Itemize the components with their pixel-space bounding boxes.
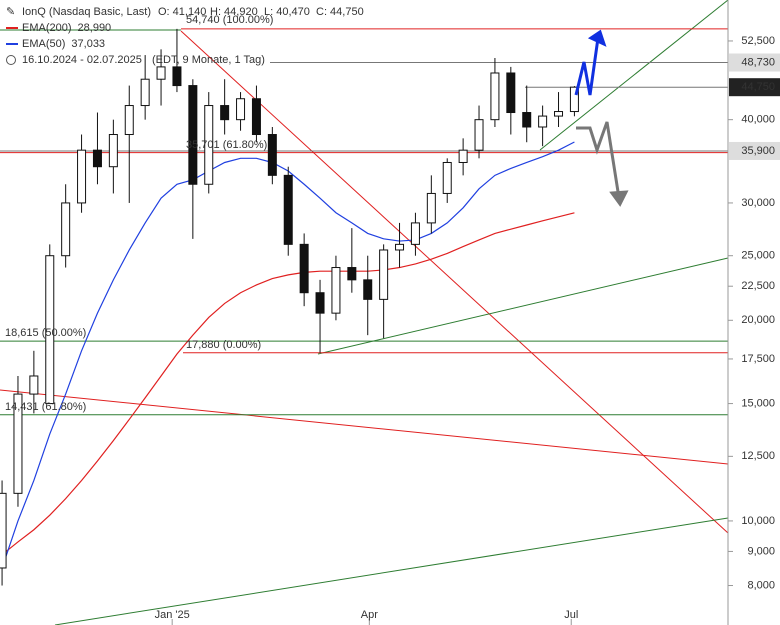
x-tick-label: Apr xyxy=(361,609,378,621)
clock-icon xyxy=(6,55,16,65)
trendline xyxy=(180,30,729,534)
x-tick-label: Jul xyxy=(564,609,578,621)
trendline xyxy=(539,0,729,151)
candle-body xyxy=(77,149,87,204)
candle-body xyxy=(220,105,230,121)
y-tick-label: 40,000 xyxy=(741,114,775,126)
stat: C: 44,750 xyxy=(316,6,364,18)
legend-name: EMA(50) xyxy=(22,38,65,50)
fib-label: 35,701 (61.80%) xyxy=(186,139,267,151)
y-tick-label: 30,000 xyxy=(741,197,775,209)
y-tick-label: 8,000 xyxy=(747,579,775,591)
candle-body xyxy=(172,66,182,87)
candle-body xyxy=(331,267,341,314)
marks xyxy=(0,28,728,586)
candle-body xyxy=(569,86,579,113)
stat: O: 41,140 xyxy=(158,6,206,18)
candle-body xyxy=(204,105,214,185)
candle-body xyxy=(283,174,293,245)
candle-body xyxy=(92,149,102,168)
candle-body xyxy=(61,202,71,257)
scenario-arrow xyxy=(574,37,600,96)
candle-body xyxy=(490,72,500,121)
period: (EDT, 9 Monate, 1 Tag) xyxy=(152,54,265,66)
candle-body xyxy=(315,292,325,314)
candle-body xyxy=(379,249,389,300)
candle-body xyxy=(347,267,357,281)
icon: ✎ xyxy=(6,6,15,18)
candle-body xyxy=(13,393,23,494)
y-tick-label: 10,000 xyxy=(741,515,775,527)
candle-body xyxy=(554,111,564,117)
legend-name: EMA(200) xyxy=(22,22,72,34)
y-tick-label: 12,500 xyxy=(741,450,775,462)
arrowhead xyxy=(587,29,607,47)
y-tick-label: 25,000 xyxy=(741,250,775,262)
trendline xyxy=(317,257,729,355)
candle-body xyxy=(0,492,7,569)
arrowhead xyxy=(609,190,629,207)
legend-value: 28,990 xyxy=(78,22,112,34)
price-label: 44,750 xyxy=(741,81,775,93)
ema-line xyxy=(1,212,575,556)
legend-value: 37,033 xyxy=(71,38,105,50)
y-tick-label: 22,500 xyxy=(741,280,775,292)
price-box xyxy=(729,141,780,160)
candle-body xyxy=(506,72,516,114)
candle-body xyxy=(474,119,484,151)
stat: L: 40,470 xyxy=(264,6,310,18)
y-tick-label: 15,000 xyxy=(741,397,775,409)
candle-body xyxy=(236,98,246,121)
candle-body xyxy=(156,66,166,80)
y-tick-label: 52,500 xyxy=(741,35,775,47)
candle-body xyxy=(410,222,420,245)
candle-body xyxy=(267,134,277,176)
candle-body xyxy=(442,161,452,194)
candle-body xyxy=(108,134,118,168)
price-box xyxy=(729,78,780,97)
candle-body xyxy=(140,78,150,107)
fib-label: 14,431 (61.80%) xyxy=(5,401,86,413)
y-tick-label: 17,500 xyxy=(741,353,775,365)
legend: ✎ IonQ (Nasdaq Basic, Last) O: 41,140 H:… xyxy=(6,6,364,66)
trendline xyxy=(54,517,729,625)
y-tick-label: 9,000 xyxy=(747,545,775,557)
trendlines xyxy=(0,0,729,625)
title: IonQ (Nasdaq Basic, Last) xyxy=(22,6,151,18)
fib-label: 54,740 (100.00%) xyxy=(186,14,273,26)
price-box xyxy=(729,53,780,72)
candle-body xyxy=(538,115,548,128)
candle-body xyxy=(29,375,39,395)
candle-body xyxy=(363,279,373,300)
arrows xyxy=(574,29,629,207)
x-tick-label: Jan '25 xyxy=(155,609,190,621)
fib-label: 18,615 (50.00%) xyxy=(5,327,86,339)
candle-body xyxy=(426,192,436,224)
stat: H: 44,920 xyxy=(210,6,258,18)
trendline xyxy=(0,389,729,465)
candle-body xyxy=(124,105,134,136)
date-range: 16.10.2024 - 02.07.2025 xyxy=(22,54,142,66)
price-label: 35,900 xyxy=(741,145,775,157)
candle-body xyxy=(522,112,532,128)
candle-body xyxy=(45,255,55,405)
candle-body xyxy=(188,85,198,185)
candle-body xyxy=(299,243,309,294)
candle-body xyxy=(458,149,468,163)
candle-body xyxy=(395,243,405,251)
y-tick-label: 20,000 xyxy=(741,314,775,326)
candle-body xyxy=(251,98,261,136)
scenario-arrow xyxy=(576,121,621,199)
price-label: 48,730 xyxy=(741,56,775,68)
fib-label: 17,880 (0.00%) xyxy=(186,339,261,351)
